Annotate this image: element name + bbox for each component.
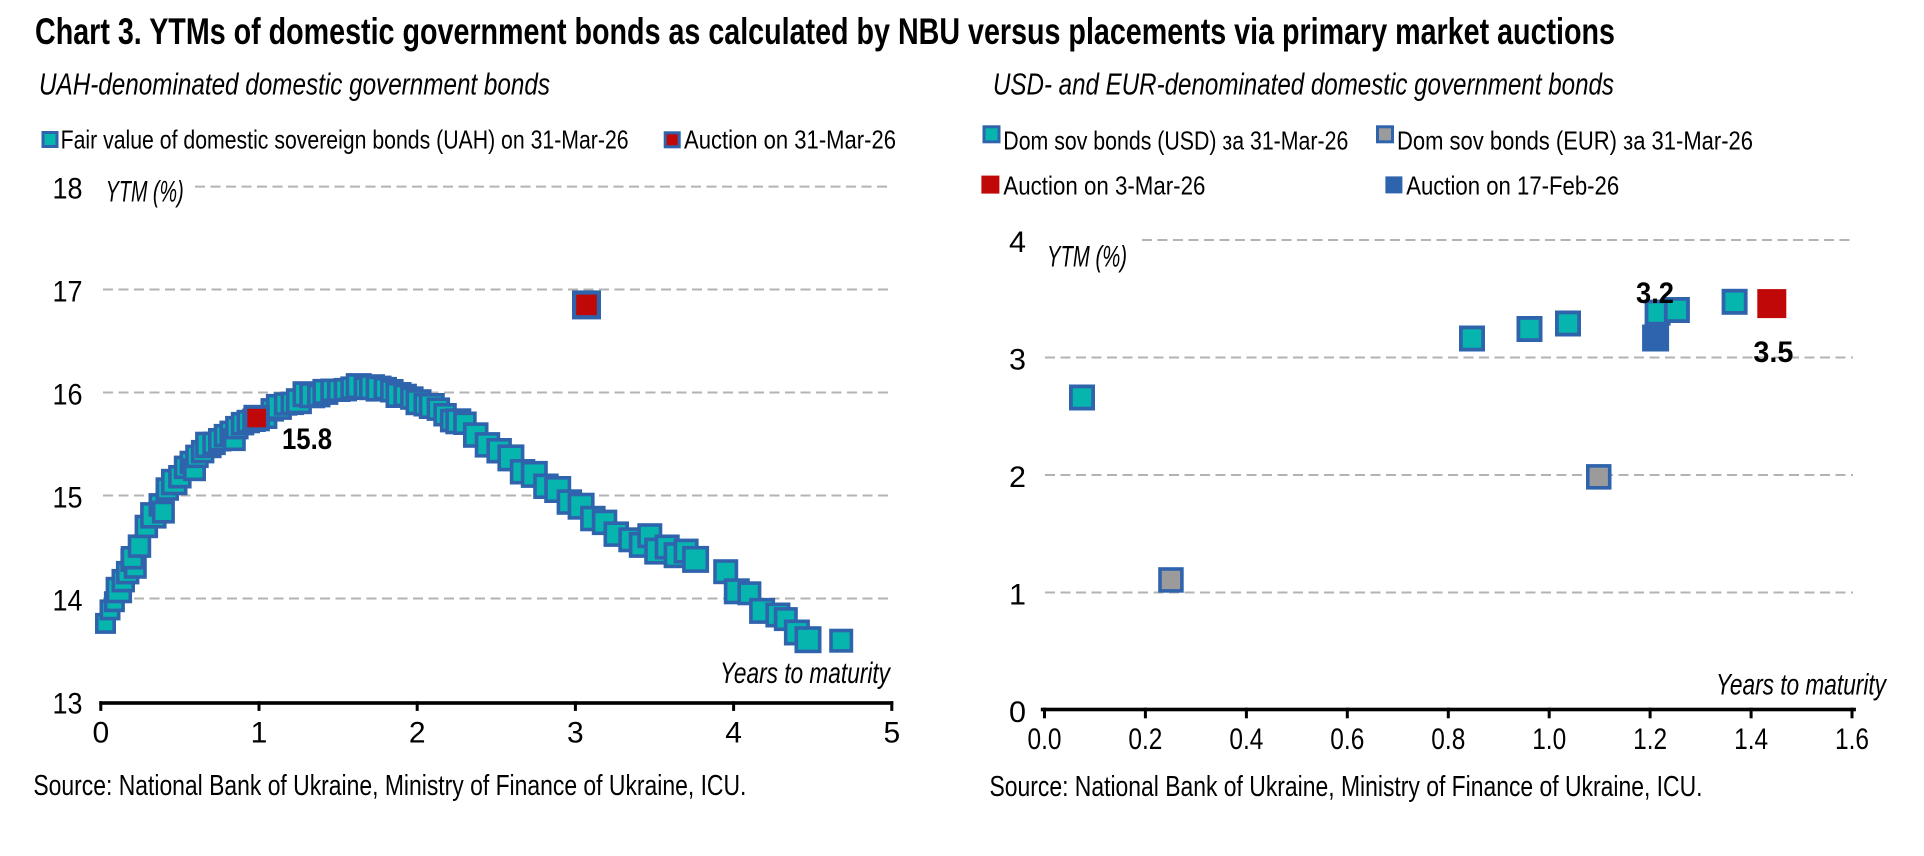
svg-text:Dom sov bonds (USD) за 31-Mar-: Dom sov bonds (USD) за 31-Mar-26 <box>1003 126 1348 156</box>
svg-text:17: 17 <box>53 276 83 309</box>
svg-text:3.5: 3.5 <box>1753 336 1793 369</box>
svg-text:YTM (%): YTM (%) <box>1047 241 1127 274</box>
svg-text:Auction on 17-Feb-26: Auction on 17-Feb-26 <box>1406 171 1619 201</box>
svg-text:0: 0 <box>1009 696 1026 729</box>
svg-text:4: 4 <box>725 717 742 750</box>
svg-text:0.0: 0.0 <box>1028 723 1062 756</box>
svg-text:2: 2 <box>1009 461 1026 494</box>
svg-text:1: 1 <box>251 717 268 750</box>
svg-text:Years to maturity: Years to maturity <box>1716 669 1888 702</box>
svg-text:3.2: 3.2 <box>1636 277 1674 310</box>
svg-text:16: 16 <box>53 379 83 412</box>
svg-text:1.2: 1.2 <box>1633 723 1667 756</box>
svg-text:Chart 3. YTMs of domestic gove: Chart 3. YTMs of domestic government bon… <box>35 11 1615 52</box>
svg-text:2: 2 <box>409 717 426 750</box>
svg-text:1.4: 1.4 <box>1734 723 1768 756</box>
svg-text:Years to maturity: Years to maturity <box>720 657 892 690</box>
svg-text:Auction on 3-Mar-26: Auction on 3-Mar-26 <box>1003 171 1205 201</box>
svg-text:18: 18 <box>53 173 83 206</box>
svg-text:13: 13 <box>53 688 83 721</box>
svg-text:0: 0 <box>92 717 109 750</box>
svg-text:14: 14 <box>53 585 83 618</box>
svg-text:15.8: 15.8 <box>282 423 332 456</box>
svg-text:15: 15 <box>53 482 83 515</box>
svg-text:0.8: 0.8 <box>1431 723 1465 756</box>
svg-text:3: 3 <box>1009 344 1026 377</box>
svg-text:4: 4 <box>1009 226 1026 259</box>
svg-text:3: 3 <box>567 717 584 750</box>
svg-text:1.0: 1.0 <box>1532 723 1566 756</box>
svg-text:Fair value of domestic soverei: Fair value of domestic sovereign bonds (… <box>61 124 629 154</box>
svg-text:Auction on 31-Mar-26: Auction on 31-Mar-26 <box>684 124 896 154</box>
svg-text:Dom sov bonds (EUR) за 31-Mar-: Dom sov bonds (EUR) за 31-Mar-26 <box>1397 126 1753 156</box>
svg-text:0.6: 0.6 <box>1330 723 1364 756</box>
svg-text:1.6: 1.6 <box>1835 723 1869 756</box>
svg-text:Source: National Bank of Ukrai: Source: National Bank of Ukraine, Minist… <box>990 771 1703 803</box>
svg-text:0.2: 0.2 <box>1128 723 1162 756</box>
svg-text:USD- and EUR-denominated domes: USD- and EUR-denominated domestic govern… <box>993 67 1614 102</box>
svg-text:0.4: 0.4 <box>1229 723 1263 756</box>
svg-text:1: 1 <box>1009 579 1026 612</box>
svg-text:UAH-denominated domestic gover: UAH-denominated domestic government bond… <box>39 67 550 102</box>
svg-text:Source: National Bank of Ukrai: Source: National Bank of Ukraine, Minist… <box>33 770 746 802</box>
svg-text:5: 5 <box>883 717 900 750</box>
svg-text:YTM (%): YTM (%) <box>106 175 184 208</box>
